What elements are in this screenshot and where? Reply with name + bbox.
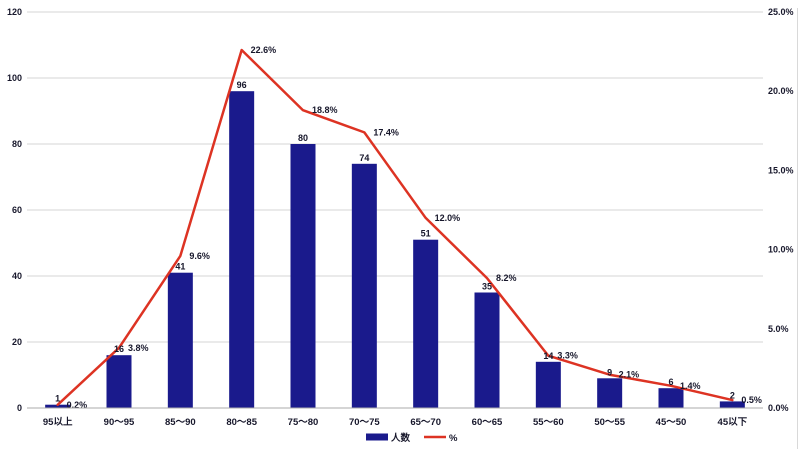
bar-2 [167, 272, 193, 408]
x-axis-category-label: 45以下 [718, 417, 748, 428]
x-axis-category-label: 85〜90 [165, 417, 196, 428]
bar-3 [229, 91, 255, 408]
bar-8 [535, 361, 561, 408]
x-axis-category-label: 65〜70 [410, 417, 441, 428]
percent-value-label: 12.0% [435, 213, 461, 223]
percent-value-label: 1.4% [680, 381, 701, 391]
bar-5 [351, 163, 377, 408]
legend-bar-swatch [366, 433, 388, 441]
right-axis-tick-label: 0.0% [768, 403, 789, 413]
percent-value-label: 22.6% [251, 45, 277, 55]
bar-value-label: 1 [55, 394, 60, 404]
left-axis-tick-label: 20 [12, 337, 22, 347]
x-axis-category-label: 60〜65 [472, 417, 503, 428]
bar-10 [658, 388, 684, 408]
bar-value-label: 2 [730, 390, 735, 400]
x-axis-category-label: 80〜85 [226, 417, 257, 428]
bar-9 [597, 378, 623, 408]
percent-value-label: 2.1% [619, 370, 640, 380]
x-axis-category-label: 45〜50 [656, 417, 687, 428]
x-axis-category-label: 90〜95 [104, 417, 135, 428]
bar-value-label: 35 [482, 282, 492, 292]
x-axis-category-label: 75〜80 [288, 417, 319, 428]
bar-value-label: 16 [114, 344, 124, 354]
percent-line [56, 48, 734, 407]
legend-line-label: % [449, 433, 458, 444]
bar-4 [290, 144, 316, 408]
left-axis-tick-label: 120 [7, 7, 22, 17]
percent-value-label: 3.8% [128, 343, 149, 353]
bar-value-label: 51 [421, 229, 431, 239]
x-axis-category-label: 70〜75 [349, 417, 380, 428]
percent-value-label: 8.2% [496, 273, 517, 283]
left-axis-tick-label: 80 [12, 139, 22, 149]
left-axis-tick-label: 0 [17, 403, 22, 413]
percent-value-label: 3.3% [557, 351, 578, 361]
percent-value-label: 9.6% [189, 251, 210, 261]
right-axis-tick-label: 25.0% [768, 7, 794, 17]
percent-value-label: 17.4% [373, 127, 399, 137]
left-axis-tick-label: 60 [12, 205, 22, 215]
bar-7 [474, 292, 500, 408]
bar-value-label: 41 [175, 262, 185, 272]
legend-bar-label: 人数 [391, 432, 411, 444]
left-axis-tick-label: 100 [7, 73, 22, 83]
percent-value-label: 18.8% [312, 105, 338, 115]
x-axis-category-label: 55〜60 [533, 417, 564, 428]
bar-1 [106, 355, 132, 408]
right-axis-tick-label: 20.0% [768, 86, 794, 96]
bar-value-label: 6 [668, 377, 673, 387]
bar-value-label: 80 [298, 133, 308, 143]
right-axis-tick-label: 15.0% [768, 165, 794, 175]
bar-0 [45, 404, 71, 408]
x-axis-category-label: 95以上 [43, 416, 73, 428]
percent-value-label: 0.2% [67, 400, 88, 410]
bar-value-label: 14 [543, 351, 553, 361]
right-axis-tick-label: 5.0% [768, 324, 789, 334]
right-axis-tick-label: 10.0% [768, 245, 794, 255]
percent-value-label: 0.5% [741, 395, 762, 405]
bar-11 [719, 401, 745, 408]
left-axis-tick-label: 40 [12, 271, 22, 281]
bar-6 [413, 239, 439, 408]
bar-value-label: 9 [607, 367, 612, 377]
x-axis-category-label: 50〜55 [594, 417, 625, 428]
bar-value-label: 96 [237, 80, 247, 90]
bar-value-label: 74 [359, 153, 369, 163]
